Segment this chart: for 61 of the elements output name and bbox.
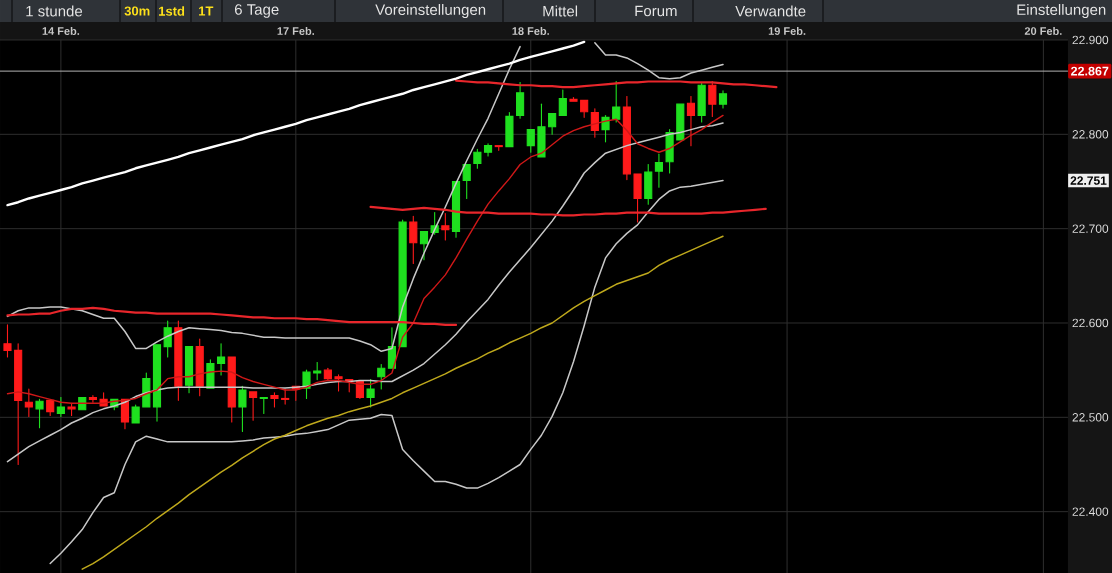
text: 1 stunde xyxy=(26,5,83,17)
candlestick xyxy=(633,173,642,223)
annotation: 22.751 xyxy=(1070,176,1107,185)
text: Einstellungen xyxy=(1017,3,1106,18)
text: 1std xyxy=(159,6,185,16)
candlestick xyxy=(590,108,599,138)
candlestick xyxy=(462,163,471,200)
candlestick xyxy=(676,103,685,141)
x-tick-label: 18 Feb. xyxy=(512,26,549,35)
candlestick xyxy=(537,103,546,158)
candlestick xyxy=(281,388,290,405)
candlestick xyxy=(654,153,663,188)
candlestick xyxy=(441,213,450,241)
candlestick xyxy=(686,96,696,147)
candlestick xyxy=(355,380,364,399)
candlestick xyxy=(152,344,162,422)
candlestick xyxy=(601,114,610,143)
candlestick xyxy=(718,90,728,109)
candlestick xyxy=(580,99,589,118)
candlestick xyxy=(46,399,55,416)
x-tick-label: 17 Feb. xyxy=(277,26,315,35)
candlestick xyxy=(505,112,514,148)
candlestick xyxy=(142,372,151,408)
y-tick-label: 22.400 xyxy=(1072,507,1109,516)
candlestick xyxy=(548,113,557,135)
x-tick-label: 19 Feb. xyxy=(768,26,806,35)
ref-line-label: 22.867 xyxy=(1071,66,1109,76)
candlestick xyxy=(35,398,44,429)
x-tick-label: 14 Feb. xyxy=(42,26,80,35)
text: Verwandte xyxy=(735,5,806,17)
candlestick xyxy=(494,145,503,151)
y-tick-label: 22.500 xyxy=(1072,413,1109,422)
candlestick xyxy=(3,324,12,358)
text: 6 Tage xyxy=(234,4,279,18)
text: Mittel xyxy=(543,5,578,17)
candlestick xyxy=(558,89,567,116)
candlestick xyxy=(249,391,258,421)
x-tick-label: 20 Feb. xyxy=(1024,26,1062,35)
candlestick xyxy=(622,96,631,181)
y-tick-label: 22.900 xyxy=(1072,35,1109,45)
candlestick xyxy=(516,81,525,119)
candlestick xyxy=(88,395,97,403)
text: 30m xyxy=(124,6,150,16)
y-tick-label: 22.600 xyxy=(1072,318,1109,328)
candlestick xyxy=(526,129,535,153)
y-tick-label: 22.800 xyxy=(1072,130,1109,139)
candlestick xyxy=(56,396,65,417)
candlestick xyxy=(473,148,482,169)
y-tick-label: 22.700 xyxy=(1072,224,1109,233)
candlestick xyxy=(323,367,332,380)
candlestick xyxy=(270,392,279,408)
candlestick xyxy=(217,343,226,376)
text: 1T xyxy=(199,6,214,16)
candlestick xyxy=(14,343,23,466)
text: Forum xyxy=(635,5,677,17)
text: Voreinstellungen xyxy=(375,3,486,18)
candlestick xyxy=(569,96,578,102)
candlestick xyxy=(184,346,194,394)
candlestick xyxy=(483,143,493,157)
candlestick xyxy=(419,230,429,261)
candlestick xyxy=(131,404,140,424)
